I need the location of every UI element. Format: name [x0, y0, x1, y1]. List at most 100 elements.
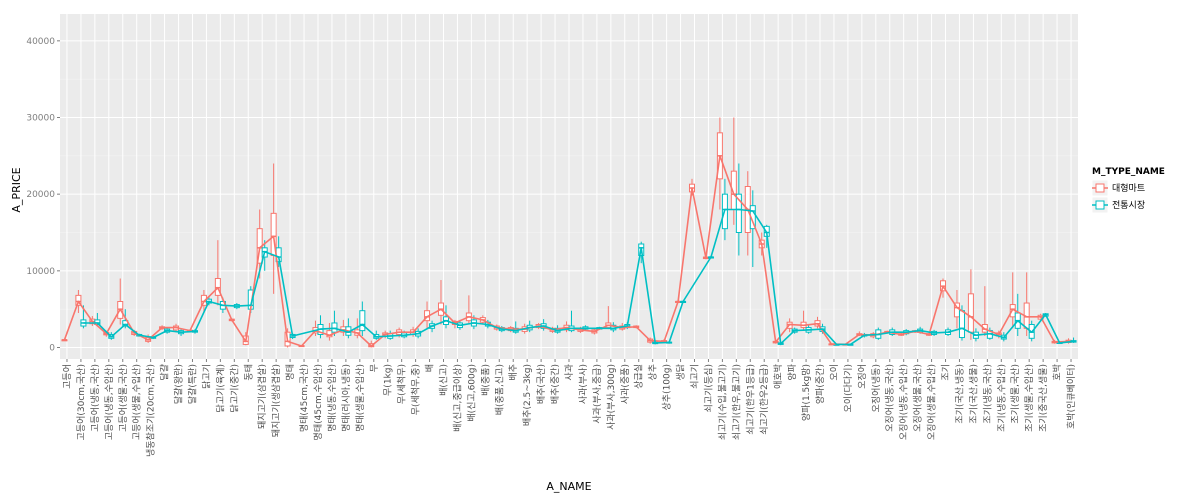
- x-tick-label: 사과(부사,중급): [592, 364, 603, 424]
- x-tick-label: 달걀(특란): [186, 364, 198, 404]
- x-tick-label: 쇠고기(한우2등급): [759, 364, 770, 435]
- x-tick-label: 오징어(냉동,국산): [885, 364, 896, 432]
- x-tick-label: 양파(1.5kg망): [801, 364, 812, 421]
- x-tick-label: 상추: [648, 364, 659, 381]
- x-tick-label: 무(세척무): [397, 364, 408, 404]
- x-tick-label: 조기(국산,냉동): [954, 364, 965, 424]
- x-tick-label: 오징어(냉동,수입산): [898, 364, 910, 440]
- x-tick-label: 닭고기(중간): [228, 364, 240, 412]
- box-body: [735, 193, 742, 234]
- x-tick-label: 무: [369, 364, 380, 372]
- x-tick-label: 배: [425, 364, 436, 372]
- y-axis-ticks: 0 10000 20000 30000 40000: [26, 37, 60, 354]
- x-tick-label: 배(신고,600g): [466, 364, 477, 422]
- x-tick-label: 배추(중간): [550, 364, 561, 404]
- box-body: [359, 310, 366, 332]
- x-tick-label: 무(1kg): [383, 364, 394, 396]
- legend-label: 전통시장: [1112, 200, 1145, 211]
- x-tick-label: 오이: [829, 364, 840, 381]
- x-tick-label: 닭고기(육계): [214, 364, 226, 412]
- x-tick-label: 쇠고기: [690, 364, 701, 389]
- x-tick-label: 고등어(생물,수입산): [131, 364, 143, 440]
- x-tick-label: 냉동참조기(20cm,국산): [146, 364, 157, 457]
- x-tick-label: 명태(45cm,국산): [299, 364, 310, 432]
- median-line-mart: [63, 155, 1069, 347]
- x-tick-label: 호박: [1052, 364, 1063, 381]
- x-tick-label: 쇠고기(한우1등급): [745, 364, 756, 435]
- x-tick-label: 돼지고기(삼겹살): [256, 364, 268, 429]
- x-tick-label: 조기: [941, 364, 952, 381]
- x-tick-label: 닭고기: [200, 364, 212, 389]
- box-body: [75, 294, 82, 306]
- legend-key-box: [1095, 200, 1105, 210]
- x-tick-label: 오징어(생물,국산): [913, 364, 924, 432]
- legend-key-box: [1095, 183, 1105, 193]
- x-tick-label: 호박(인큐베이터): [1066, 364, 1077, 429]
- x-tick-label: 생닭: [675, 364, 687, 381]
- x-tick-label: 명태: [285, 364, 296, 381]
- x-tick-label: 사과: [564, 364, 575, 381]
- x-axis-title: A_NAME: [546, 480, 591, 493]
- x-tick-label: 명태(냉동,수입산): [326, 364, 338, 432]
- box-body: [94, 319, 101, 325]
- y-tick-label: 0: [49, 344, 55, 354]
- x-tick-label: 고등어(냉동,수입산): [103, 364, 115, 440]
- x-tick-label: 오징어: [857, 364, 868, 389]
- x-tick-label: 오이(다다기): [843, 364, 854, 412]
- x-tick-label: 명태(생물,수입산): [354, 364, 366, 432]
- x-tick-label: 배(중품,신고): [494, 364, 505, 415]
- x-tick-label: 사과(부사): [578, 364, 589, 404]
- x-axis-ticks: 고등어 고등어(30cm,국산) 고등어(냉동,국산) 고등어(냉동,수입산) 고등어(…: [62, 359, 1077, 457]
- legend-label: 대형마트: [1112, 183, 1145, 194]
- x-tick-label: 고등어(30cm,국산): [76, 364, 87, 440]
- median-line-market: [83, 208, 1074, 346]
- x-tick-label: 쇠고기(수입,불고기): [716, 364, 728, 440]
- x-tick-label: 조기(냉동,수입산): [995, 364, 1007, 432]
- x-tick-label: 고등어(생물,국산): [118, 364, 129, 432]
- x-tick-label: 쇠고기(등심): [703, 364, 714, 412]
- x-tick-label: 무(세척무,중): [411, 364, 422, 415]
- legend-entry: 전통시장: [1091, 196, 1145, 214]
- x-tick-label: 조기(국산,생물): [968, 364, 979, 424]
- median-lines-layer: [63, 155, 1074, 347]
- x-tick-label: 사과(중품): [620, 364, 631, 404]
- x-tick-label: 명태(45cm,수입산): [312, 364, 324, 440]
- x-tick-label: 사과(부사,300g): [606, 364, 617, 430]
- x-tick-label: 배추(2.5~3kg): [522, 364, 533, 426]
- box-mart: [61, 339, 68, 342]
- x-tick-label: 배추: [508, 364, 519, 381]
- y-tick-label: 40000: [26, 37, 55, 47]
- y-tick-label: 30000: [26, 114, 55, 124]
- box-body: [958, 310, 965, 339]
- x-tick-label: 조기(생물,국산): [1010, 364, 1021, 424]
- box-body: [967, 293, 974, 333]
- x-tick-label: 고등어: [62, 364, 73, 389]
- x-tick-label: 달걀(왕란): [173, 364, 185, 404]
- x-tick-label: 배(신고): [438, 364, 449, 396]
- x-tick-label: 조기(냉동,국산): [982, 364, 993, 424]
- x-tick-label: 배추(국산): [536, 364, 547, 404]
- x-tick-label: 애호박: [773, 364, 784, 389]
- x-tick-label: 명태(러시아,냉동): [341, 364, 352, 432]
- y-axis-title: A_PRICE: [10, 167, 23, 212]
- legend-title: M_TYPE_NAME: [1092, 167, 1165, 177]
- x-tick-label: 동태: [243, 364, 254, 381]
- x-tick-label: 배(중품): [480, 364, 491, 396]
- x-tick-label: 오징어(냉동): [871, 364, 882, 412]
- x-tick-label: 오징어(생물,수입산): [926, 364, 938, 440]
- x-tick-label: 달걀: [159, 364, 171, 381]
- legend-entry: 대형마트: [1091, 179, 1145, 197]
- x-tick-label: 양파(중간): [815, 364, 826, 404]
- y-tick-label: 10000: [26, 267, 55, 277]
- x-tick-label: 상급실: [634, 364, 645, 389]
- y-tick-label: 20000: [26, 190, 55, 200]
- x-tick-label: 조기(생물,수입산): [1023, 364, 1035, 432]
- x-tick-label: 배(신고,중급이상): [452, 364, 463, 432]
- x-tick-label: 양파: [787, 363, 798, 380]
- x-tick-label: 쇠고기(한우,불고기): [731, 364, 742, 440]
- x-tick-label: 상추(100g): [662, 364, 673, 410]
- x-tick-label: 돼지고기(생삼겹살): [270, 364, 282, 437]
- x-tick-label: 조기(중국산,생물): [1038, 364, 1049, 432]
